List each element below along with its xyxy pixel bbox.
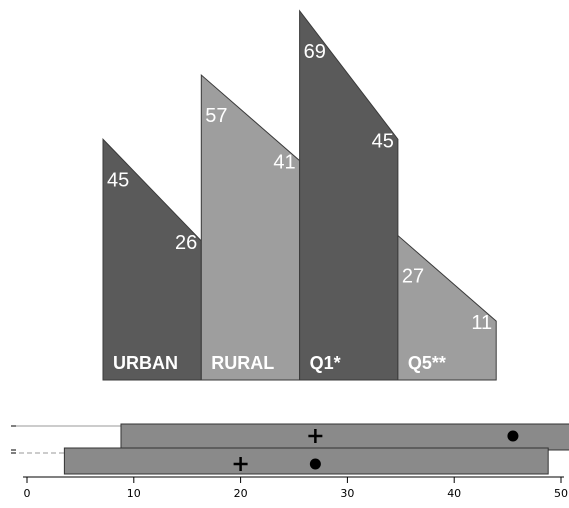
x-tick-label: 10 [127, 487, 141, 500]
end-value-label: 41 [273, 152, 295, 174]
category-label: Q5** [408, 353, 446, 373]
end-value-label: 45 [372, 130, 394, 152]
start-value-label: 27 [402, 266, 424, 288]
bar-q1 [299, 9, 399, 381]
box [120, 423, 569, 451]
x-tick-label: 20 [234, 487, 248, 500]
point-marker [507, 430, 519, 442]
box-plot: 0 10 20 30 40 50 [11, 423, 569, 500]
point-marker [309, 458, 321, 470]
slope-chart: 45 26 URBAN 57 41 RURAL 69 45 Q1* 27 11 Q5** [102, 9, 497, 381]
x-tick-label: 30 [340, 487, 354, 500]
start-value-label: 69 [304, 41, 326, 63]
category-label: Q1* [310, 353, 341, 373]
bar-q5 [397, 234, 497, 381]
x-tick-label: 40 [447, 487, 461, 500]
box [63, 447, 549, 475]
category-label: RURAL [211, 353, 274, 373]
category-label: URBAN [113, 353, 178, 373]
start-value-label: 45 [107, 169, 129, 191]
x-tick-label: 50 [554, 487, 568, 500]
end-value-label: 11 [471, 312, 492, 334]
x-tick-label: 0 [24, 487, 31, 500]
start-value-label: 57 [205, 105, 227, 127]
end-value-label: 26 [175, 232, 197, 254]
